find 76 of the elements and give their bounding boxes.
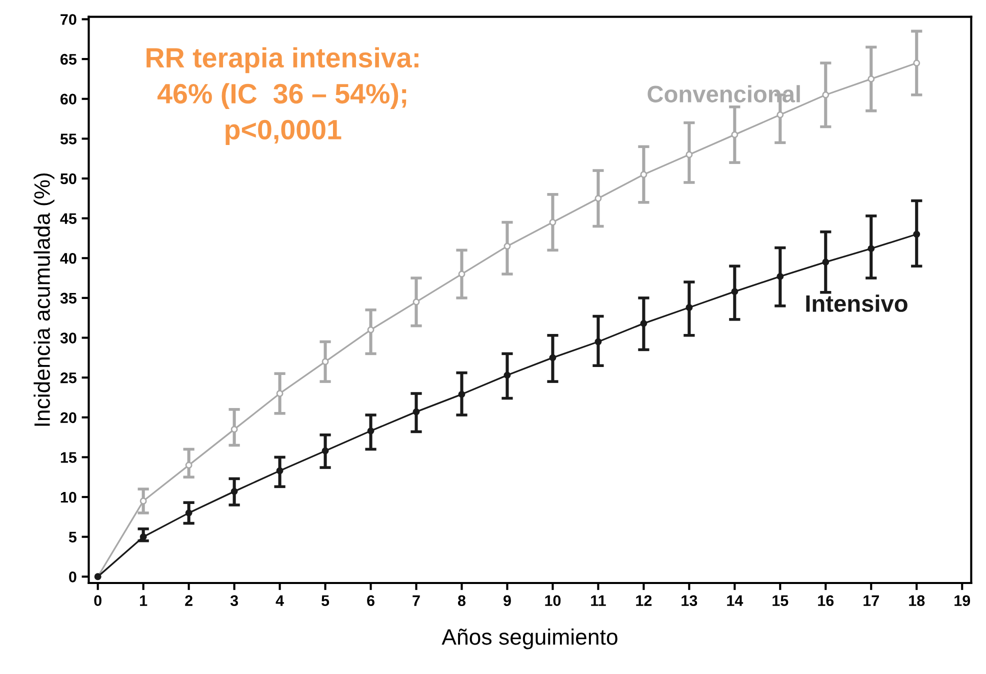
point — [185, 462, 192, 469]
point — [913, 230, 920, 238]
y-tick-label: 15 — [60, 452, 77, 463]
point — [549, 354, 556, 362]
point — [549, 218, 556, 226]
x-tick-label: 11 — [591, 595, 606, 606]
x-tick-label: 13 — [682, 595, 698, 606]
point — [140, 533, 147, 540]
x-tick-label: 15 — [772, 595, 788, 606]
point — [367, 326, 374, 334]
y-tick-label: 5 — [68, 532, 77, 543]
x-tick-label: 0 — [94, 595, 102, 606]
point — [776, 111, 784, 118]
series-label: Intensivo — [806, 294, 908, 312]
x-tick-label: 16 — [818, 595, 834, 606]
point — [504, 372, 511, 379]
x-axis-title: Años seguimiento — [442, 628, 618, 650]
point — [412, 298, 420, 306]
point — [822, 258, 830, 266]
x-tick-label: 7 — [412, 595, 420, 606]
y-tick-label: 70 — [60, 14, 76, 25]
y-tick-label: 55 — [60, 134, 77, 144]
x-tick-label: 9 — [504, 595, 511, 606]
point — [504, 242, 511, 250]
x-tick-label: 14 — [727, 595, 744, 606]
point — [731, 288, 738, 296]
y-tick-label: 60 — [60, 94, 76, 105]
y-tick-label: 35 — [60, 292, 77, 304]
x-tick-label: 12 — [636, 595, 652, 606]
x-tick-label: 1 — [140, 595, 148, 606]
point — [822, 91, 830, 98]
y-tick-label: 25 — [60, 372, 77, 384]
y-tick-label: 10 — [60, 492, 76, 503]
x-tick-label: 19 — [954, 595, 970, 606]
x-tick-label: 18 — [909, 595, 925, 606]
x-tick-label: 4 — [276, 595, 284, 606]
point — [686, 151, 693, 158]
y-tick-label: 20 — [60, 412, 76, 424]
y-tick-label: 50 — [60, 173, 76, 184]
point — [913, 60, 920, 67]
point — [731, 131, 738, 138]
y-tick-label: 30 — [60, 332, 76, 344]
point — [140, 498, 147, 504]
x-tick-label: 5 — [322, 595, 330, 606]
x-tick-label: 8 — [458, 595, 466, 606]
point — [458, 390, 466, 398]
x-tick-label: 2 — [185, 595, 192, 606]
point — [868, 245, 875, 252]
x-tick-label: 17 — [864, 595, 879, 606]
x-tick-label: 10 — [545, 595, 561, 606]
point — [276, 467, 284, 474]
point — [412, 408, 420, 416]
point — [868, 75, 875, 82]
x-tick-label: 3 — [230, 595, 238, 606]
point — [594, 338, 602, 346]
point — [458, 270, 466, 278]
y-tick-label: 65 — [60, 54, 77, 65]
point — [367, 427, 374, 434]
point — [594, 194, 602, 202]
point — [276, 390, 284, 397]
point — [640, 171, 648, 178]
y-tick-label: 45 — [60, 213, 77, 224]
y-axis-title: Incidencia acumulada (%) — [34, 173, 54, 426]
y-tick-label: 0 — [69, 572, 76, 582]
x-tick-label: 6 — [367, 595, 374, 606]
point — [686, 304, 693, 311]
point — [776, 272, 784, 280]
point — [322, 447, 329, 454]
point — [322, 358, 329, 366]
point — [185, 509, 192, 516]
point — [640, 320, 648, 327]
annotation: RR terapia intensiva: 46% (IC 36 – 54%); p<0,0001 — [146, 47, 418, 146]
point — [230, 426, 238, 433]
y-tick-label: 40 — [60, 252, 76, 264]
series-label: Convencional — [648, 85, 800, 102]
point — [230, 488, 238, 495]
